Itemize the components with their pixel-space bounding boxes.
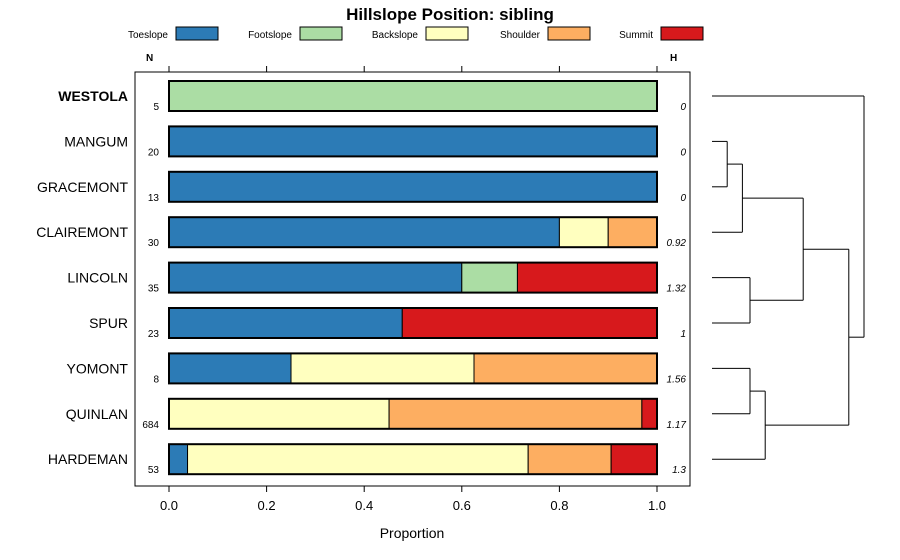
- bar-outline-quinlan: [168, 397, 658, 430]
- dendrogram: [712, 95, 865, 460]
- category-label-mangum: MANGUM: [64, 133, 128, 149]
- category-label-yomont: YOMONT: [67, 360, 129, 376]
- bar-hardeman-shoulder: [527, 443, 612, 475]
- bar-outline-hardeman: [168, 443, 658, 476]
- category-label-westola: WESTOLA: [58, 88, 128, 104]
- h-value-westola: 0: [680, 102, 686, 113]
- x-tick-label-3: 0.6: [453, 498, 471, 513]
- x-tick-label-2: 0.4: [355, 498, 373, 513]
- n-value-westola: 5: [153, 102, 159, 113]
- x-axis-title: Proportion: [380, 525, 445, 541]
- bar-clairemont-toeslope: [168, 216, 560, 248]
- n-value-mangum: 20: [148, 147, 160, 158]
- bar-westola-footslope: [168, 80, 658, 112]
- bar-lincoln-footslope: [461, 262, 518, 294]
- n-value-hardeman: 53: [148, 465, 160, 476]
- bar-outline-lincoln: [168, 261, 658, 294]
- legend: Toeslope Footslope Backslope Shoulder Summit: [128, 26, 704, 41]
- n-value-spur: 23: [148, 329, 160, 340]
- bar-outline-mangum: [168, 125, 658, 158]
- h-value-mangum: 0: [680, 147, 686, 158]
- bar-hardeman-toeslope: [168, 443, 189, 475]
- h-value-hardeman: 1.3: [672, 465, 686, 476]
- n-value-clairemont: 30: [148, 238, 160, 249]
- category-label-clairemont: CLAIREMONT: [36, 224, 128, 240]
- legend-label-shoulder: Shoulder: [500, 30, 541, 41]
- h-header: H: [670, 53, 677, 64]
- category-label-hardeman: HARDEMAN: [48, 451, 128, 467]
- legend-swatch-summit: [660, 26, 704, 41]
- n-header: N: [146, 53, 153, 64]
- bar-clairemont-shoulder: [607, 216, 658, 248]
- bar-lincoln-toeslope: [168, 262, 463, 294]
- bar-yomont-toeslope: [168, 352, 292, 384]
- legend-swatch-toeslope: [175, 26, 219, 41]
- x-tick-label-5: 1.0: [648, 498, 666, 513]
- bar-outline-westola: [168, 80, 658, 112]
- bar-gracemont-toeslope: [168, 171, 658, 203]
- legend-label-backslope: Backslope: [372, 30, 419, 41]
- bars: [168, 80, 658, 476]
- legend-swatch-backslope: [425, 26, 469, 41]
- bar-mangum-toeslope: [168, 125, 658, 157]
- x-tick-label-4: 0.8: [550, 498, 568, 513]
- bar-lincoln-summit: [516, 262, 658, 294]
- bar-outline-yomont: [168, 352, 658, 385]
- bar-outline-clairemont: [168, 216, 658, 249]
- bar-spur-toeslope: [168, 307, 403, 339]
- category-label-gracemont: GRACEMONT: [37, 179, 128, 195]
- h-value-quinlan: 1.17: [667, 420, 687, 431]
- bar-outline-spur: [168, 307, 658, 339]
- bar-quinlan-summit: [641, 398, 658, 430]
- bar-quinlan-backslope: [168, 398, 390, 430]
- n-value-lincoln: 35: [148, 284, 160, 295]
- legend-label-footslope: Footslope: [248, 30, 292, 41]
- plot-frame: [134, 71, 691, 487]
- bar-spur-summit: [401, 307, 658, 339]
- bar-yomont-backslope: [290, 352, 475, 384]
- n-value-gracemont: 13: [148, 193, 160, 204]
- legend-label-summit: Summit: [619, 30, 653, 41]
- h-value-lincoln: 1.32: [667, 284, 687, 295]
- h-value-yomont: 1.56: [667, 374, 687, 385]
- bar-yomont-shoulder: [473, 352, 658, 384]
- bar-quinlan-shoulder: [388, 398, 643, 430]
- h-value-gracemont: 0: [680, 193, 686, 204]
- bar-clairemont-backslope: [558, 216, 609, 248]
- h-value-clairemont: 0.92: [667, 238, 687, 249]
- h-value-spur: 1: [680, 329, 686, 340]
- legend-swatch-shoulder: [547, 26, 591, 41]
- x-tick-label-1: 0.2: [258, 498, 276, 513]
- x-axis: 0.0 0.2 0.4 0.6 0.8 1.0: [160, 486, 666, 513]
- category-label-quinlan: QUINLAN: [66, 406, 128, 422]
- bar-hardeman-summit: [610, 443, 658, 475]
- x-tick-label-0: 0.0: [160, 498, 178, 513]
- bar-hardeman-backslope: [187, 443, 529, 475]
- category-label-spur: SPUR: [89, 315, 128, 331]
- top-ticks: [168, 66, 658, 72]
- n-value-quinlan: 684: [142, 420, 159, 431]
- bar-outline-gracemont: [168, 170, 658, 203]
- chart-title: Hillslope Position: sibling: [346, 5, 554, 24]
- n-value-yomont: 8: [153, 374, 159, 385]
- category-label-lincoln: LINCOLN: [67, 270, 128, 286]
- legend-label-toeslope: Toeslope: [128, 30, 168, 41]
- legend-swatch-footslope: [299, 26, 343, 41]
